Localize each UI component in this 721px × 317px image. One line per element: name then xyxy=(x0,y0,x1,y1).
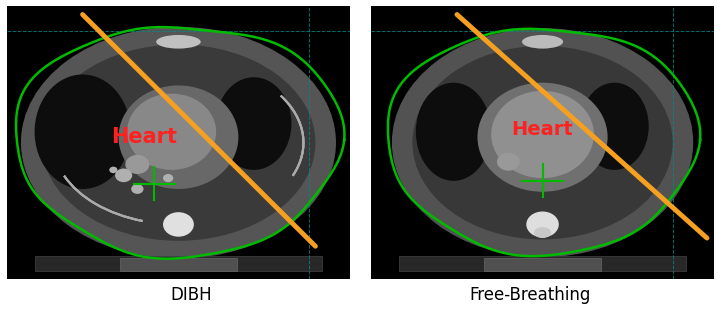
Bar xyxy=(485,258,601,271)
Ellipse shape xyxy=(21,27,336,259)
Ellipse shape xyxy=(534,227,551,238)
Ellipse shape xyxy=(580,83,649,170)
Ellipse shape xyxy=(163,212,194,237)
Circle shape xyxy=(115,169,132,182)
Ellipse shape xyxy=(127,94,216,170)
Ellipse shape xyxy=(477,83,608,192)
Ellipse shape xyxy=(42,44,316,241)
Ellipse shape xyxy=(416,83,491,181)
Ellipse shape xyxy=(35,74,131,189)
Ellipse shape xyxy=(491,91,594,178)
Text: Free-Breathing: Free-Breathing xyxy=(469,286,590,304)
Ellipse shape xyxy=(526,211,559,237)
Bar xyxy=(399,256,686,271)
Ellipse shape xyxy=(522,35,563,49)
Circle shape xyxy=(131,184,143,194)
Text: DIBH: DIBH xyxy=(170,286,212,304)
Circle shape xyxy=(125,155,149,174)
Ellipse shape xyxy=(412,46,673,239)
Circle shape xyxy=(110,167,118,173)
Ellipse shape xyxy=(156,35,200,49)
Ellipse shape xyxy=(216,77,291,170)
Text: Heart: Heart xyxy=(512,120,573,139)
Bar xyxy=(35,256,322,271)
Bar xyxy=(120,258,236,271)
Circle shape xyxy=(163,174,173,182)
Ellipse shape xyxy=(118,85,239,189)
Text: Heart: Heart xyxy=(111,127,177,147)
Ellipse shape xyxy=(392,28,694,257)
Circle shape xyxy=(497,153,520,171)
